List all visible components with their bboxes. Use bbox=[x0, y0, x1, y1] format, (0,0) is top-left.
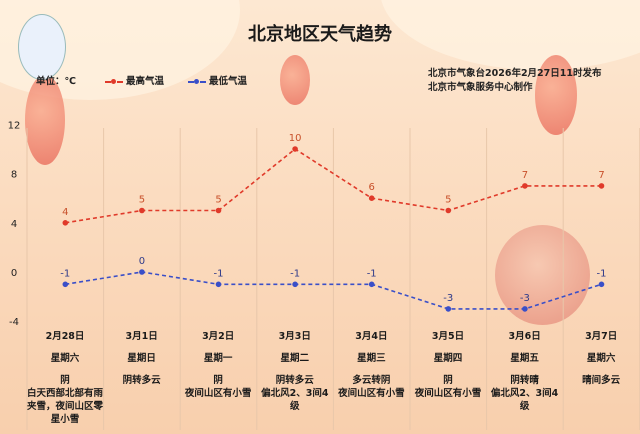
data-label: 7 bbox=[598, 170, 604, 181]
page-title: 北京地区天气趋势 bbox=[248, 24, 392, 45]
weather-note: 夜间山区有小雪 bbox=[184, 388, 252, 399]
data-label: 5 bbox=[445, 195, 451, 206]
data-point bbox=[598, 183, 605, 189]
date-label: 2月28日 bbox=[45, 331, 85, 342]
data-label: 0 bbox=[139, 256, 145, 267]
data-point bbox=[522, 183, 528, 189]
producer-text: 北京市气象服务中心制作 bbox=[428, 82, 533, 93]
data-point bbox=[368, 281, 375, 288]
weekday-label: 星期四 bbox=[433, 353, 463, 364]
weather-label: 阴转多云 bbox=[275, 375, 314, 386]
weather-label: 阴转多云 bbox=[122, 375, 161, 386]
weekday-label: 星期五 bbox=[510, 353, 539, 364]
data-point bbox=[62, 281, 69, 288]
day-column: 3月3日 星期二 阴转多云 偏北风2、3间4级 bbox=[257, 330, 333, 413]
data-label: 6 bbox=[369, 182, 375, 193]
data-point bbox=[445, 306, 452, 312]
weekday-label: 星期一 bbox=[203, 353, 233, 364]
legend-high: 最高气温 bbox=[105, 73, 164, 87]
series-line-high bbox=[65, 148, 602, 224]
data-label: 5 bbox=[215, 195, 221, 206]
y-tick-label: 12 bbox=[8, 120, 21, 131]
weather-note: 白天西部北部有雨夹雪，夜间山区零星小雪 bbox=[27, 388, 104, 425]
weather-label: 阴转晴 bbox=[510, 375, 539, 386]
data-label: 7 bbox=[522, 170, 528, 181]
date-label: 3月6日 bbox=[508, 331, 541, 342]
unit-label: 单位：℃ bbox=[36, 76, 77, 87]
weekday-label: 星期二 bbox=[280, 353, 310, 364]
data-label: -1 bbox=[60, 268, 70, 279]
weekday-label: 星期日 bbox=[127, 353, 156, 364]
day-column: 3月7日 星期六 晴间多云 bbox=[563, 330, 639, 387]
weather-label: 多云转阴 bbox=[352, 375, 391, 386]
weather-label: 阴 bbox=[213, 375, 223, 386]
data-point bbox=[598, 281, 605, 288]
weekday-label: 星期六 bbox=[50, 353, 80, 364]
data-point bbox=[368, 195, 375, 201]
weather-note: 夜间山区有小雪 bbox=[338, 388, 405, 399]
data-point bbox=[139, 269, 145, 275]
lantern-decoration bbox=[280, 55, 310, 105]
day-column: 3月4日 星期三 多云转阴 夜间山区有小雪 bbox=[333, 330, 409, 400]
lantern-decoration bbox=[535, 55, 577, 135]
weather-label: 晴间多云 bbox=[582, 375, 621, 386]
issuer-text: 北京市气象台2026年2月27日11时发布 bbox=[428, 68, 602, 79]
y-tick-label: -4 bbox=[9, 317, 19, 328]
data-label: -3 bbox=[443, 293, 453, 304]
data-label: -1 bbox=[290, 268, 300, 279]
data-point bbox=[62, 220, 69, 226]
data-point bbox=[139, 207, 145, 214]
data-label: 5 bbox=[139, 195, 145, 206]
legend-high-marker bbox=[105, 78, 123, 84]
day-column: 2月28日 星期六 阴 白天西部北部有雨夹雪，夜间山区零星小雪 bbox=[27, 330, 103, 426]
data-point bbox=[292, 281, 298, 288]
weather-label: 阴 bbox=[60, 375, 70, 386]
day-column: 3月5日 星期四 阴 夜间山区有小雪 bbox=[410, 330, 486, 400]
legend-high-label: 最高气温 bbox=[126, 76, 165, 87]
weekday-label: 星期三 bbox=[357, 353, 386, 364]
day-column: 3月2日 星期一 阴 夜间山区有小雪 bbox=[180, 330, 256, 400]
data-label: -1 bbox=[214, 268, 224, 279]
day-column: 3月6日 星期五 阴转晴 偏北风2、3间4级 bbox=[487, 330, 563, 413]
y-tick-label: 4 bbox=[11, 219, 17, 230]
data-point bbox=[522, 306, 528, 312]
y-tick-label: 0 bbox=[11, 268, 17, 279]
date-label: 3月4日 bbox=[355, 331, 388, 342]
lantern-decoration bbox=[25, 75, 65, 165]
y-tick-label: 8 bbox=[11, 170, 17, 181]
date-label: 3月2日 bbox=[202, 331, 235, 342]
data-label: -1 bbox=[597, 268, 607, 279]
weather-note: 偏北风2、3间4级 bbox=[490, 388, 559, 412]
date-label: 3月3日 bbox=[278, 331, 311, 342]
data-label: -1 bbox=[367, 268, 377, 279]
date-label: 3月7日 bbox=[585, 331, 618, 342]
legend-low-label: 最低气温 bbox=[209, 76, 248, 87]
data-label: 4 bbox=[62, 207, 68, 218]
data-label: -3 bbox=[520, 293, 530, 304]
legend-low: 最低气温 bbox=[188, 73, 247, 87]
weather-note: 夜间山区有小雪 bbox=[414, 388, 482, 399]
weather-note: 偏北风2、3间4级 bbox=[261, 388, 329, 412]
data-point bbox=[445, 207, 452, 214]
legend-low-marker bbox=[188, 78, 206, 84]
data-point bbox=[215, 207, 222, 214]
data-point bbox=[215, 281, 222, 288]
date-label: 3月1日 bbox=[125, 331, 158, 342]
weather-label: 阴 bbox=[443, 375, 453, 386]
date-label: 3月5日 bbox=[431, 331, 465, 342]
weekday-label: 星期六 bbox=[586, 353, 616, 364]
meteorological-service-logo bbox=[18, 14, 66, 80]
data-label: 10 bbox=[289, 133, 302, 144]
day-column: 3月1日 星期日 阴转多云 bbox=[104, 330, 180, 387]
data-point bbox=[292, 146, 298, 152]
